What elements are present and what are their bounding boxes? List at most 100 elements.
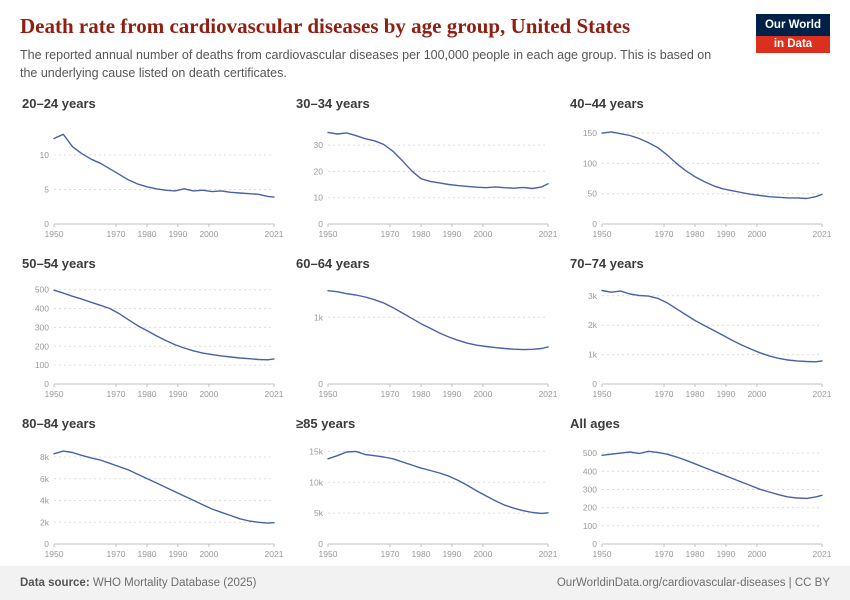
svg-text:1970: 1970 (107, 229, 126, 239)
svg-text:400: 400 (35, 304, 49, 314)
svg-text:30: 30 (314, 141, 324, 151)
page-title: Death rate from cardiovascular diseases … (20, 14, 631, 38)
svg-text:2021: 2021 (265, 389, 284, 399)
chart-panel-40-44: 40–44 years 0 50 100 150 1950 1970 1980 1990 200… (568, 96, 832, 246)
svg-text:1k: 1k (588, 350, 598, 360)
owid-logo-line2: in Data (756, 35, 830, 54)
svg-text:1970: 1970 (655, 549, 674, 559)
chart-panel-80-84: 80–84 years 0 2k 4k 6k 8k 1950 1970 1980 1990 200… (20, 416, 284, 566)
svg-text:1970: 1970 (655, 389, 674, 399)
svg-text:8k: 8k (40, 452, 50, 462)
svg-text:300: 300 (35, 323, 49, 333)
data-source-value: WHO Mortality Database (2025) (89, 577, 257, 589)
svg-text:2021: 2021 (539, 229, 558, 239)
data-source: Data source: WHO Mortality Database (202… (20, 577, 256, 589)
svg-text:6k: 6k (40, 474, 50, 484)
data-source-label: Data source: (20, 577, 90, 589)
svg-text:50: 50 (588, 189, 598, 199)
header-text: Death rate from cardiovascular diseases … (20, 14, 720, 82)
svg-text:1980: 1980 (686, 389, 705, 399)
svg-text:2021: 2021 (265, 549, 284, 559)
svg-text:1980: 1980 (412, 549, 431, 559)
svg-text:100: 100 (583, 159, 597, 169)
svg-text:0: 0 (318, 539, 323, 549)
svg-text:1980: 1980 (686, 229, 705, 239)
svg-text:0: 0 (318, 379, 323, 389)
svg-text:1980: 1980 (412, 229, 431, 239)
svg-text:1970: 1970 (381, 549, 400, 559)
svg-text:1950: 1950 (319, 549, 338, 559)
svg-text:2000: 2000 (473, 389, 492, 399)
svg-text:5k: 5k (314, 509, 324, 519)
svg-text:2000: 2000 (199, 549, 218, 559)
chart-panel-20-24: 20–24 years 0 5 10 1950 1970 1980 1990 2000 2021 (20, 96, 284, 246)
svg-text:2000: 2000 (199, 389, 218, 399)
svg-text:1950: 1950 (319, 389, 338, 399)
footer-link[interactable]: OurWorldinData.org/cardiovascular-diseas… (556, 577, 830, 589)
svg-text:1980: 1980 (138, 389, 157, 399)
svg-text:200: 200 (583, 503, 597, 513)
svg-text:1990: 1990 (716, 549, 735, 559)
svg-text:1980: 1980 (138, 229, 157, 239)
chart-title: ≥85 years (296, 416, 356, 432)
svg-text:1970: 1970 (107, 389, 126, 399)
chart-title: 80–84 years (22, 416, 96, 432)
line-chart: 0 100 200 300 400 500 1950 1970 1980 1990 2000 2021 (583, 449, 832, 560)
svg-text:2021: 2021 (813, 389, 832, 399)
line-chart: 0 5k 10k 15k 1950 1970 1980 1990 2000 2021 (309, 447, 557, 560)
svg-text:0: 0 (592, 379, 597, 389)
svg-text:1990: 1990 (168, 229, 187, 239)
chart-panel-60-64: 60–64 years 0 1k 1950 1970 1980 1990 2000 2021 (294, 256, 558, 406)
svg-text:1950: 1950 (45, 229, 64, 239)
svg-text:1990: 1990 (716, 229, 735, 239)
svg-text:15k: 15k (309, 447, 323, 457)
svg-text:1990: 1990 (168, 549, 187, 559)
svg-text:150: 150 (583, 129, 597, 139)
svg-text:0: 0 (44, 379, 49, 389)
svg-text:100: 100 (35, 361, 49, 371)
chart-title: 30–34 years (296, 96, 370, 112)
chart-panel-all-ages: All ages 0 100 200 300 400 500 1950 1970 1980 199… (568, 416, 832, 566)
svg-text:2021: 2021 (813, 549, 832, 559)
svg-text:1k: 1k (314, 313, 324, 323)
svg-text:2021: 2021 (265, 229, 284, 239)
chart-panel-30-34: 30–34 years 0 10 20 30 1950 1970 1980 1990 2000 2… (294, 96, 558, 246)
svg-text:1990: 1990 (442, 229, 461, 239)
svg-text:2k: 2k (588, 321, 598, 331)
svg-text:500: 500 (583, 449, 597, 459)
svg-text:1990: 1990 (716, 389, 735, 399)
svg-text:2000: 2000 (747, 549, 766, 559)
charts-grid: 20–24 years 0 5 10 1950 1970 1980 1990 2000 2021… (0, 86, 850, 566)
svg-text:1950: 1950 (319, 229, 338, 239)
svg-text:2000: 2000 (473, 229, 492, 239)
svg-text:2000: 2000 (747, 389, 766, 399)
svg-text:0: 0 (592, 539, 597, 549)
owid-logo[interactable]: Our World in Data (756, 14, 830, 54)
chart-panel-70-74: 70–74 years 0 1k 2k 3k 1950 1970 1980 1990 2000 2… (568, 256, 832, 406)
svg-text:1990: 1990 (442, 389, 461, 399)
svg-text:1950: 1950 (593, 229, 612, 239)
svg-text:2000: 2000 (747, 229, 766, 239)
svg-text:1950: 1950 (593, 389, 612, 399)
svg-text:1970: 1970 (381, 389, 400, 399)
svg-text:2000: 2000 (473, 549, 492, 559)
line-chart: 0 1k 1950 1970 1980 1990 2000 2021 (314, 290, 558, 399)
svg-text:2021: 2021 (539, 389, 558, 399)
svg-text:1950: 1950 (45, 389, 64, 399)
line-chart: 0 50 100 150 1950 1970 1980 1990 2000 2021 (583, 129, 832, 240)
svg-text:3k: 3k (588, 291, 598, 301)
chart-title: 70–74 years (570, 256, 644, 272)
svg-text:10: 10 (314, 193, 324, 203)
svg-text:1970: 1970 (381, 229, 400, 239)
svg-text:10k: 10k (309, 478, 323, 488)
svg-text:5: 5 (44, 185, 49, 195)
svg-text:400: 400 (583, 467, 597, 477)
svg-text:100: 100 (583, 521, 597, 531)
chart-panel-50-54: 50–54 years 0 100 200 300 400 500 1950 1970 1980… (20, 256, 284, 406)
header: Death rate from cardiovascular diseases … (0, 0, 850, 86)
footer: Data source: WHO Mortality Database (202… (0, 566, 850, 600)
svg-text:20: 20 (314, 167, 324, 177)
svg-text:500: 500 (35, 285, 49, 295)
svg-text:1970: 1970 (655, 229, 674, 239)
